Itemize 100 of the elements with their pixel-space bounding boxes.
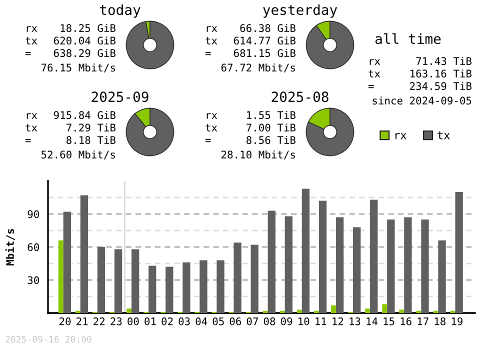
x-tick-label: 02 [162, 317, 173, 326]
bar [131, 249, 140, 313]
text: rx [370, 59, 380, 65]
x-tick-label: 13 [350, 317, 360, 326]
text: tx [26, 37, 38, 44]
text: 614.77 GiB [234, 36, 296, 45]
x-tick-label: 07 [246, 317, 258, 326]
x-tick-label: 18 [434, 317, 446, 326]
bar [114, 249, 122, 313]
bar [404, 217, 412, 313]
bar [455, 192, 463, 313]
x-tick-label: 15 [384, 318, 394, 326]
donut-slice [306, 20, 354, 70]
bar [182, 262, 190, 313]
bar [80, 195, 88, 313]
bar [97, 247, 106, 313]
x-tick-label: 23 [110, 317, 122, 326]
x-tick-label: 10 [298, 317, 310, 326]
bar [234, 242, 242, 313]
text: 7.00 TiB [246, 123, 296, 132]
bar [336, 217, 344, 313]
text: rx [26, 26, 38, 32]
bar [126, 308, 132, 313]
donut-slice [126, 20, 174, 70]
x-tick-label: 21 [76, 317, 88, 326]
bar [148, 266, 156, 313]
text: tx [26, 124, 38, 132]
text: 67.72 Mbit/s [221, 63, 295, 72]
text: tx [206, 37, 218, 44]
legend-label: rx [395, 132, 406, 140]
chart-title: yesterday [263, 4, 338, 18]
x-tick-label: 22 [94, 317, 105, 326]
text: 638.29 GiB [54, 48, 116, 58]
x-tick-label: 09 [280, 317, 292, 326]
bar [284, 216, 293, 313]
bar [370, 200, 378, 313]
text: = [205, 139, 211, 142]
bar [438, 240, 446, 313]
bar [399, 310, 404, 313]
x-tick-label: 17 [418, 318, 428, 326]
bar [58, 240, 64, 313]
bar [302, 188, 310, 313]
text: = [25, 139, 31, 142]
bar [365, 308, 370, 313]
bar [166, 266, 174, 313]
chart-title: 2025-08 [272, 92, 328, 102]
text: 8.18 TiB [66, 136, 116, 144]
text: 163.16 TiB [410, 69, 472, 78]
text: = [368, 85, 374, 88]
text: tx [206, 124, 218, 132]
text: 28.10 Mbit/s [222, 150, 295, 160]
bar [318, 200, 327, 313]
x-tick-label: 03 [178, 317, 190, 326]
donut-slice [306, 108, 354, 156]
bar [387, 220, 395, 313]
x-tick-label: 19 [452, 317, 463, 326]
y-tick-label: 60 [28, 243, 39, 252]
text: 234.59 TiB [410, 82, 472, 90]
text: 18.25 GiB [60, 24, 116, 32]
text: since 2024-09-05 [372, 96, 472, 105]
x-tick-label: 14 [366, 318, 378, 326]
text: 620.04 GiB [54, 36, 116, 45]
x-tick-label: 01 [144, 317, 156, 326]
y-axis-title: Mbit/s [5, 229, 15, 266]
y-tick-label: 30 [28, 276, 39, 284]
bar [382, 304, 388, 313]
x-tick-label: 05 [212, 317, 224, 326]
text: 1.55 TiB [247, 110, 296, 120]
text: 52.60 Mbit/s [41, 150, 115, 160]
bar [353, 227, 361, 313]
x-tick-label: 12 [332, 317, 344, 326]
x-tick-label: 06 [230, 317, 242, 326]
text: rx [206, 113, 218, 119]
text: 76.15 Mbit/s [41, 63, 115, 72]
text: 66.38 GiB [240, 24, 296, 32]
chart-title: today [100, 4, 140, 18]
bar [421, 220, 429, 313]
text: tx [368, 70, 380, 78]
donut-slice [126, 108, 174, 156]
text: rx [26, 113, 38, 119]
text: 7.29 TiB [66, 123, 116, 132]
y-tick-label: 90 [28, 210, 39, 218]
bar [250, 244, 258, 313]
x-tick-label: 16 [400, 317, 412, 326]
text: 71.43 TiB [416, 56, 472, 66]
bar [331, 305, 336, 313]
chart-title: 2025-09 [92, 92, 148, 102]
x-tick-label: 08 [264, 317, 276, 326]
bar [296, 310, 302, 313]
text: = [25, 52, 31, 56]
x-tick-label: 04 [196, 317, 208, 326]
x-tick-label: 20 [60, 317, 71, 326]
legend-label: tx [438, 131, 450, 140]
text: 8.56 TiB [246, 136, 296, 144]
text: = [205, 52, 211, 56]
x-tick-label: 00 [128, 317, 139, 326]
bar [216, 260, 224, 313]
bar [268, 210, 276, 313]
text: all time [375, 33, 441, 44]
bar [200, 260, 208, 313]
